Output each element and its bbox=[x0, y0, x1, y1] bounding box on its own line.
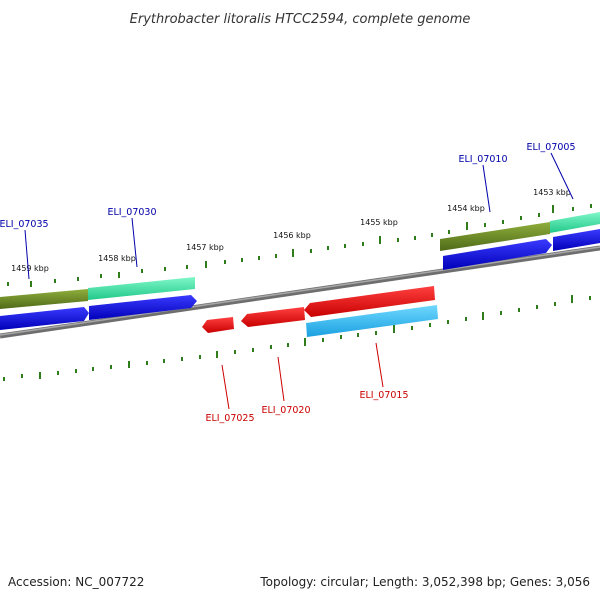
gene-label-eli-07030: ELI_07030 bbox=[107, 207, 156, 218]
cds-eli-07020 bbox=[241, 307, 305, 327]
gene-label-eli-07015: ELI_07015 bbox=[359, 390, 408, 401]
outer-ticks bbox=[7, 204, 592, 287]
cds-eli-07015 bbox=[304, 286, 435, 317]
tick-label-1458: 1458 kbp bbox=[98, 254, 136, 263]
feature-olive-left bbox=[0, 289, 88, 309]
gene-label-eli-07005: ELI_07005 bbox=[526, 142, 575, 153]
cds-eli-07005 bbox=[553, 229, 600, 251]
inner-ticks bbox=[3, 295, 591, 381]
feature-cyan bbox=[306, 305, 438, 337]
feature-aqua-right bbox=[550, 212, 600, 233]
tick-label-1456: 1456 kbp bbox=[273, 231, 311, 240]
label-lines bbox=[24, 152, 574, 410]
tick-label-1455: 1455 kbp bbox=[360, 218, 398, 227]
cds-eli-07010 bbox=[443, 239, 552, 270]
gene-label-eli-07010: ELI_07010 bbox=[458, 154, 507, 165]
genome-backbone bbox=[0, 245, 600, 339]
cds-eli-07025 bbox=[202, 317, 234, 333]
tick-label-1453: 1453 kbp bbox=[533, 188, 571, 197]
feature-aqua-left bbox=[88, 277, 195, 300]
gene-label-eli-07035: ELI_07035 bbox=[0, 219, 49, 230]
genome-backbone-highlight bbox=[0, 246, 600, 336]
tick-label-1457: 1457 kbp bbox=[186, 243, 224, 252]
cds-eli-07030 bbox=[89, 295, 197, 320]
gene-label-eli-07020: ELI_07020 bbox=[261, 405, 310, 416]
feature-olive-right bbox=[440, 222, 550, 251]
map-title: Erythrobacter litoralis HTCC2594, comple… bbox=[130, 12, 471, 27]
cds-eli-07035 bbox=[0, 307, 89, 330]
tick-label-1459: 1459 kbp bbox=[11, 264, 49, 273]
accession-text: Accession: NC_007722 bbox=[8, 575, 144, 589]
gene-label-eli-07025: ELI_07025 bbox=[205, 413, 254, 424]
genome-summary-text: Topology: circular; Length: 3,052,398 bp… bbox=[259, 575, 590, 589]
tick-label-1454: 1454 kbp bbox=[447, 204, 485, 213]
